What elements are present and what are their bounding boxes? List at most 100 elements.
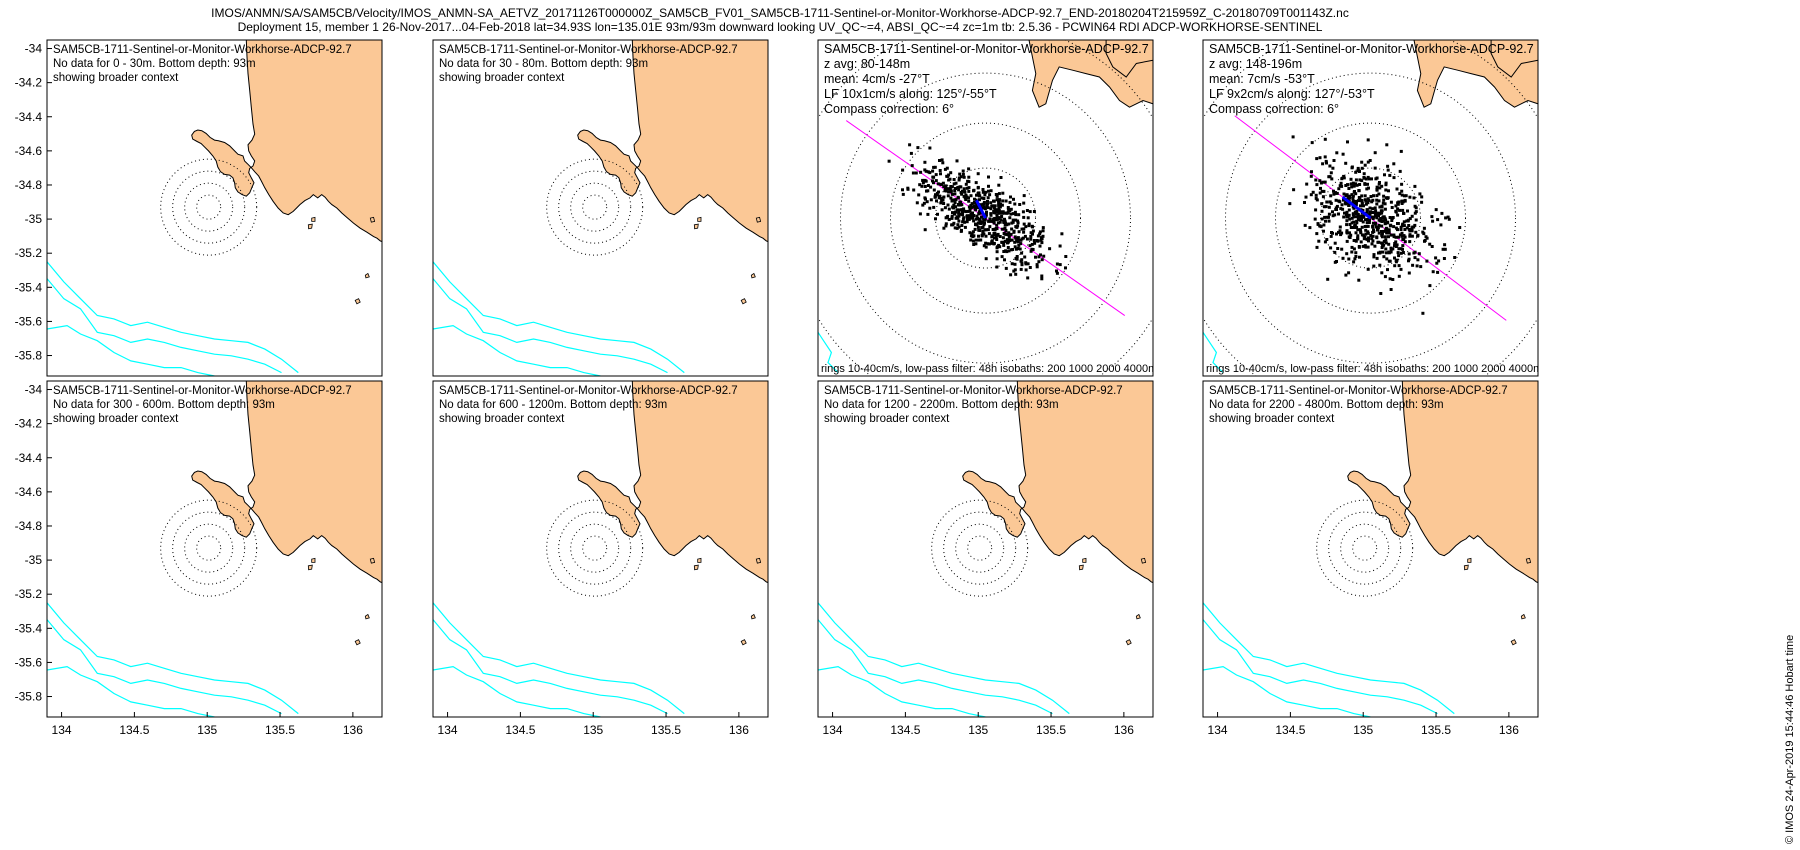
- velocity-point: [1444, 216, 1448, 220]
- lat-tick-label: -35: [25, 553, 43, 567]
- velocity-point: [967, 199, 971, 203]
- velocity-point: [992, 206, 996, 210]
- island: [364, 613, 370, 620]
- velocity-point: [1315, 183, 1319, 187]
- velocity-point: [1428, 242, 1432, 246]
- lon-tick-label: 135: [583, 723, 603, 737]
- panel-info-line: No data for 300 - 600m. Bottom depth: 93…: [53, 399, 275, 411]
- velocity-point: [948, 190, 951, 194]
- velocity-point: [998, 245, 1002, 249]
- velocity-point: [990, 241, 994, 245]
- velocity-point: [1363, 225, 1367, 228]
- map-panel: rings 10-40cm/s, low-pass filter: 48h is…: [817, 39, 1154, 377]
- lat-tick-label: -34.6: [15, 144, 43, 158]
- velocity-point: [1035, 263, 1039, 267]
- velocity-point: [1369, 234, 1373, 237]
- velocity-point: [1361, 244, 1365, 248]
- velocity-point: [1348, 223, 1352, 226]
- velocity-point: [972, 204, 976, 208]
- velocity-point: [1405, 226, 1409, 230]
- velocity-point: [1019, 267, 1023, 271]
- velocity-point: [1330, 177, 1334, 181]
- velocity-point: [1436, 218, 1440, 222]
- island: [755, 557, 762, 564]
- velocity-point: [1360, 160, 1364, 164]
- velocity-point: [1333, 213, 1337, 217]
- velocity-point: [973, 197, 976, 201]
- velocity-point: [1038, 244, 1042, 248]
- velocity-point: [1013, 262, 1017, 266]
- velocity-point: [1377, 182, 1381, 186]
- velocity-point: [999, 176, 1003, 179]
- velocity-point: [947, 187, 951, 191]
- velocity-point: [1303, 201, 1306, 204]
- velocity-point: [961, 169, 965, 173]
- velocity-point: [1400, 182, 1404, 186]
- velocity-point: [972, 243, 976, 246]
- velocity-point: [936, 212, 939, 216]
- velocity-point: [947, 218, 951, 221]
- velocity-point: [937, 190, 940, 194]
- velocity-point: [1309, 174, 1313, 178]
- velocity-point: [938, 159, 941, 162]
- panel-frame: [432, 380, 769, 718]
- velocity-point: [1006, 246, 1010, 249]
- speed-ring: [558, 511, 632, 585]
- velocity-point: [1004, 266, 1008, 270]
- velocity-point: [953, 192, 957, 196]
- velocity-point: [1406, 218, 1410, 222]
- velocity-point: [1359, 204, 1362, 208]
- velocity-point: [1361, 220, 1365, 224]
- velocity-point: [1375, 188, 1379, 192]
- velocity-point: [1351, 199, 1355, 203]
- velocity-point: [1373, 151, 1377, 155]
- velocity-point: [916, 146, 920, 150]
- velocity-point: [910, 164, 914, 168]
- velocity-point: [908, 143, 912, 147]
- header-file-path: IMOS/ANMN/SA/SAM5CB/Velocity/IMOS_ANMN-S…: [211, 6, 1349, 20]
- velocity-point: [1032, 210, 1036, 213]
- isobath-line: [818, 331, 839, 374]
- velocity-point: [1325, 238, 1329, 241]
- velocity-point: [1022, 230, 1026, 234]
- velocity-point: [1020, 251, 1024, 255]
- velocity-point: [968, 209, 971, 213]
- velocity-point: [998, 205, 1002, 209]
- velocity-point: [960, 224, 964, 227]
- velocity-point: [938, 194, 941, 198]
- velocity-point: [1390, 206, 1394, 209]
- velocity-point: [1414, 218, 1418, 222]
- isobath-line: [1203, 331, 1224, 374]
- velocity-point: [988, 217, 992, 221]
- velocity-point: [969, 216, 973, 220]
- velocity-point: [1386, 268, 1389, 272]
- velocity-point: [947, 207, 951, 211]
- velocity-point: [965, 186, 969, 190]
- velocity-point: [1375, 176, 1379, 180]
- velocity-point: [1342, 198, 1345, 202]
- velocity-point: [1359, 231, 1363, 235]
- island: [364, 272, 370, 279]
- velocity-point: [955, 226, 959, 230]
- velocity-point: [1402, 211, 1405, 215]
- velocity-point: [926, 170, 930, 174]
- velocity-point: [1016, 219, 1020, 223]
- velocity-point: [1001, 236, 1005, 240]
- velocity-point: [957, 176, 961, 180]
- velocity-point: [971, 230, 975, 234]
- velocity-point: [1364, 202, 1368, 206]
- velocity-point: [914, 171, 918, 175]
- velocity-point: [1025, 237, 1029, 241]
- velocity-point: [955, 208, 959, 212]
- velocity-point: [1016, 221, 1020, 225]
- velocity-point: [887, 159, 891, 163]
- velocity-point: [949, 171, 953, 175]
- speed-ring: [558, 170, 632, 244]
- velocity-point: [1392, 176, 1396, 180]
- velocity-point: [1410, 229, 1414, 233]
- velocity-point: [1007, 235, 1011, 239]
- velocity-point: [932, 181, 935, 185]
- velocity-point: [1442, 257, 1446, 260]
- velocity-point: [1037, 260, 1041, 264]
- velocity-point: [966, 209, 970, 213]
